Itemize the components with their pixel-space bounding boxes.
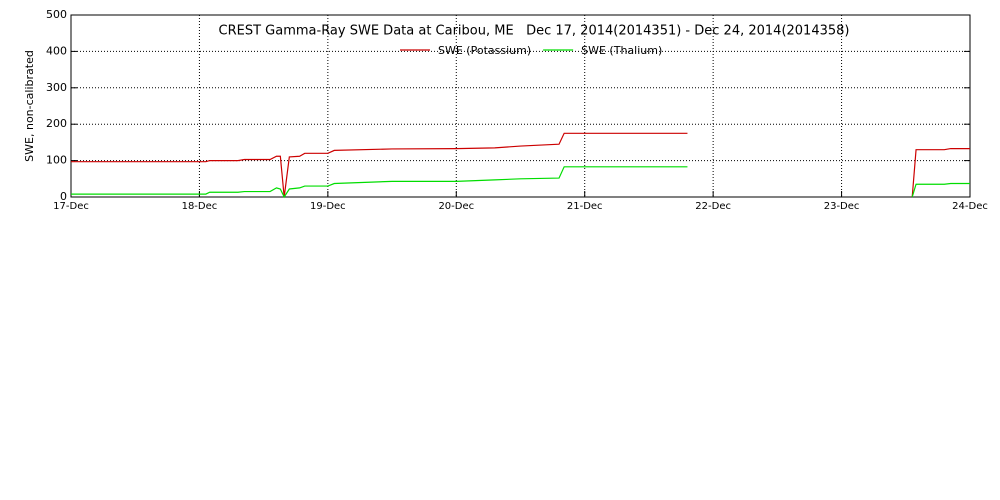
x-tick-label: 23-Dec [824, 201, 860, 212]
chart-title: CREST Gamma-Ray SWE Data at Caribou, ME … [219, 24, 850, 39]
x-tick-label: 20-Dec [438, 201, 474, 212]
x-tick-label: 22-Dec [695, 201, 731, 212]
y-tick-label: 400 [46, 44, 67, 57]
y-axis-label: SWE, non-calibrated [23, 50, 36, 162]
y-tick-label: 300 [46, 81, 67, 94]
x-tick-label: 19-Dec [310, 201, 346, 212]
y-tick-label: 0 [60, 190, 67, 203]
x-tick-label: 21-Dec [567, 201, 603, 212]
plot-frame [70, 14, 971, 198]
legend-label: SWE (Thalium) [581, 44, 662, 57]
y-tick-label: 100 [46, 154, 67, 167]
y-tick-label: 500 [46, 8, 67, 21]
y-tick-label: 200 [46, 117, 67, 130]
x-tick-label: 18-Dec [182, 201, 218, 212]
data-line [71, 132, 970, 198]
legend-label: SWE (Potassium) [438, 44, 531, 57]
x-tick-label: 24-Dec [952, 201, 988, 212]
data-line [71, 166, 970, 199]
x-tick-label: 17-Dec [53, 201, 89, 212]
